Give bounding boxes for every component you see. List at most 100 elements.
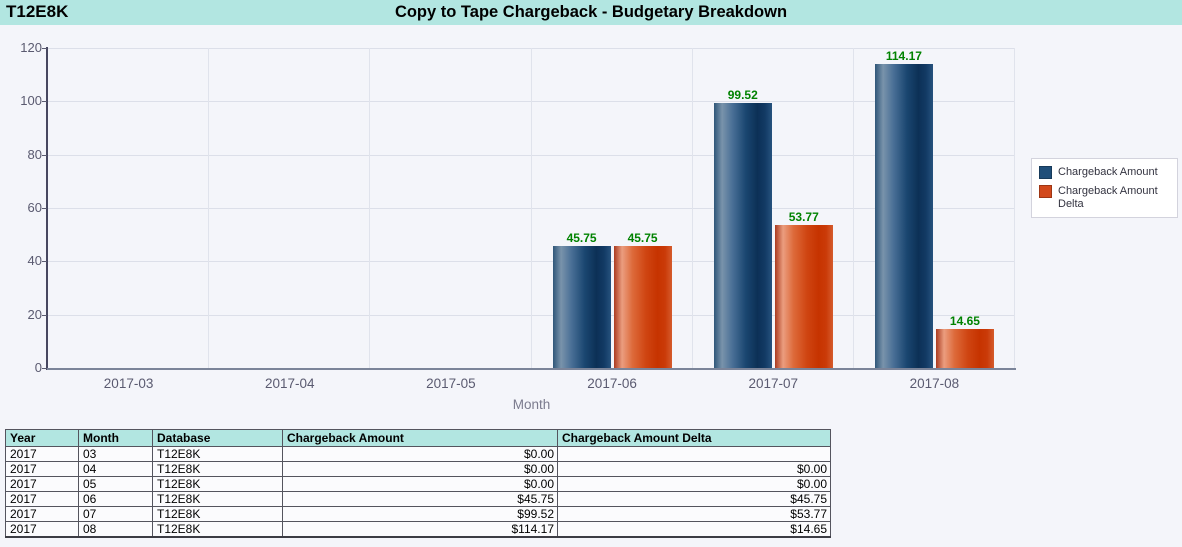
bar-chargeback-amount-2017-08 (874, 63, 933, 368)
table-cell-month: 03 (78, 446, 153, 462)
legend-label: Chargeback Amount Delta (1058, 185, 1158, 210)
y-tick-mark (42, 48, 47, 49)
y-tick-mark (42, 101, 47, 103)
database-label: T12E8K (6, 2, 69, 21)
table-cell-month: 04 (78, 461, 153, 477)
y-tick-mark (42, 314, 47, 316)
table-cell-chargeback-amount: $45.75 (282, 491, 558, 507)
table-cell-year: 2017 (5, 506, 79, 522)
table-cell-chargeback-amount-delta: $14.65 (557, 521, 831, 538)
column-header-chargeback-amount-delta: Chargeback Amount Delta (557, 429, 831, 447)
title-bar: T12E8K Copy to Tape Chargeback - Budgeta… (0, 0, 1182, 25)
x-tick-label: 2017-08 (909, 376, 960, 391)
table-cell-month: 08 (78, 521, 153, 538)
table-cell-year: 2017 (5, 446, 79, 462)
x-axis-line (47, 368, 1016, 370)
y-tick-label: 100 (20, 93, 42, 109)
x-tick-label: 2017-04 (264, 376, 315, 391)
column-header-database: Database (152, 429, 283, 447)
legend: Chargeback Amount Chargeback Amount Delta (1031, 158, 1178, 218)
table-row: 2017 03 T12E8K $0.00 (5, 446, 831, 462)
gridline-horizontal (48, 261, 1015, 263)
bar-value-label: 53.77 (788, 209, 819, 224)
table-cell-year: 2017 (5, 461, 79, 477)
table-cell-month: 05 (78, 476, 153, 492)
x-tick-label: 2017-06 (587, 376, 637, 391)
table-cell-chargeback-amount-delta: $53.77 (557, 506, 831, 522)
table-cell-chargeback-amount: $99.52 (282, 506, 558, 522)
y-tick-label: 40 (27, 253, 42, 269)
bar-value-label: 114.17 (885, 48, 922, 63)
table-cell-chargeback-amount-delta: $0.00 (557, 476, 831, 492)
x-tick-label: 2017-05 (426, 376, 476, 391)
gridline-vertical (530, 48, 532, 368)
gridline-vertical (369, 48, 371, 368)
column-header-month: Month (78, 429, 153, 447)
bar-chargeback-amount-delta-2017-06 (613, 246, 672, 368)
table-cell-chargeback-amount: $0.00 (282, 461, 558, 477)
column-header-chargeback-amount: Chargeback Amount (282, 429, 558, 447)
table-cell-year: 2017 (5, 476, 79, 492)
gridline-horizontal (48, 48, 1015, 49)
table-cell-database: T12E8K (152, 491, 283, 507)
gridline-horizontal (48, 101, 1015, 103)
y-tick-mark (42, 154, 47, 156)
plot-area: 45.75 45.75 99.52 53.77 114.17 14.65 (48, 48, 1015, 368)
column-header-year: Year (5, 429, 79, 447)
table-row: 2017 08 T12E8K $114.17 $14.65 (5, 521, 831, 538)
table-cell-year: 2017 (5, 491, 79, 507)
table-cell-chargeback-amount: $0.00 (282, 446, 558, 462)
x-tick-label: 2017-03 (103, 376, 154, 391)
table-cell-database: T12E8K (152, 461, 283, 477)
table-row: 2017 06 T12E8K $45.75 $45.75 (5, 491, 831, 507)
gridline-vertical (208, 48, 210, 368)
gridline-horizontal (48, 314, 1015, 316)
table-cell-chargeback-amount: $0.00 (282, 476, 558, 492)
y-tick-mark (42, 208, 47, 209)
bar-chargeback-amount-2017-06 (552, 246, 611, 368)
table-row: 2017 07 T12E8K $99.52 $53.77 (5, 506, 831, 522)
table-cell-chargeback-amount-delta: $0.00 (557, 461, 831, 477)
table-cell-month: 06 (78, 491, 153, 507)
bar-value-label: 99.52 (727, 87, 758, 102)
table-cell-database: T12E8K (152, 446, 283, 462)
legend-swatch-chargeback-amount (1039, 166, 1052, 179)
bar-value-label: 45.75 (627, 231, 658, 245)
y-tick-label: 20 (27, 306, 42, 322)
table-cell-chargeback-amount-delta (557, 446, 831, 462)
y-axis-line (46, 47, 48, 370)
y-tick-label: 120 (20, 40, 42, 55)
table-cell-chargeback-amount: $114.17 (282, 521, 558, 538)
table-row: 2017 05 T12E8K $0.00 $0.00 (5, 476, 831, 492)
y-tick-label: 0 (34, 360, 42, 375)
x-tick-label: 2017-07 (748, 376, 799, 391)
table-row: 2017 04 T12E8K $0.00 $0.00 (5, 461, 831, 477)
data-table: Year Month Database Chargeback Amount Charge… (5, 429, 831, 538)
y-tick-label: 60 (27, 200, 42, 215)
axis-title-month: Month (512, 397, 551, 412)
bar-chargeback-amount-delta-2017-08 (935, 328, 994, 368)
table-cell-database: T12E8K (152, 506, 283, 522)
chart-region: 45.75 45.75 99.52 53.77 114.17 14.65 Month 0 2… (0, 25, 1182, 425)
table-cell-database: T12E8K (152, 521, 283, 538)
bar-value-label: 45.75 (566, 231, 597, 245)
legend-swatch-chargeback-amount-delta (1039, 185, 1052, 198)
page-title: Copy to Tape Chargeback - Budgetary Brea… (394, 3, 788, 21)
bar-chargeback-amount-delta-2017-07 (774, 224, 833, 368)
gridline-horizontal (48, 208, 1015, 209)
table-cell-database: T12E8K (152, 476, 283, 492)
bar-value-label: 14.65 (949, 313, 980, 328)
y-tick-label: 80 (27, 146, 42, 162)
table-cell-month: 07 (78, 506, 153, 522)
y-tick-mark (42, 261, 47, 263)
gridline-vertical (1014, 48, 1015, 368)
gridline-horizontal (48, 154, 1015, 156)
legend-item-chargeback-amount: Chargeback Amount (1039, 166, 1171, 179)
y-tick-mark (42, 368, 47, 369)
table-cell-year: 2017 (5, 521, 79, 538)
bar-chargeback-amount-2017-07 (713, 102, 772, 368)
legend-item-chargeback-amount-delta: Chargeback Amount Delta (1039, 185, 1171, 211)
gridline-vertical (852, 48, 854, 368)
gridline-vertical (691, 48, 693, 368)
